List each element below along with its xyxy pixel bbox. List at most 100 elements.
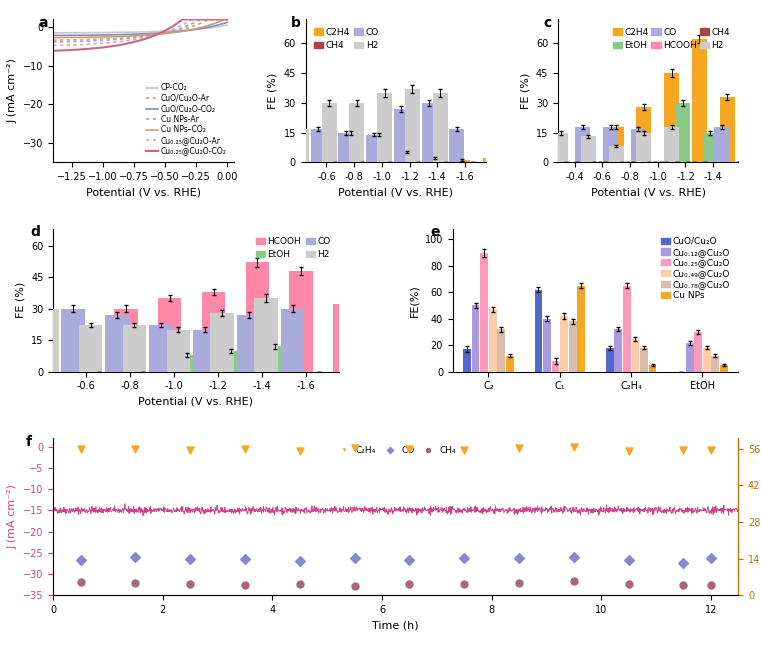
CO: [129, 553, 142, 563]
Y-axis label: J (mA cm⁻²): J (mA cm⁻²): [8, 484, 18, 549]
Cu₀.₂₅@Cu₂O-CO₂: [49, 47, 58, 54]
Cu₀.₂₅@Cu₂O-Ar: [49, 41, 59, 49]
CuO/Cu₂O-CO₂: [206, 23, 215, 30]
Cu NPs–CO₂: [49, 34, 59, 41]
Bar: [400, 153, 414, 162]
Bar: [310, 129, 326, 162]
Cu NPs–CO₂: [223, 16, 232, 23]
Bar: [339, 133, 353, 162]
Bar: [712, 356, 719, 371]
Cu NPs-Ar: [49, 38, 58, 46]
Cu NPs-Ar: [155, 30, 164, 38]
Text: a: a: [39, 16, 49, 30]
Line: CuO/Cu₂O-CO₂: CuO/Cu₂O-CO₂: [53, 22, 228, 36]
CO: [705, 553, 717, 564]
C₂H₄: [677, 444, 689, 455]
Bar: [703, 348, 711, 371]
Bar: [553, 133, 568, 162]
CH₄: [349, 581, 361, 591]
Cu NPs–CO₂: [196, 24, 205, 32]
C₂H₄: [513, 443, 525, 453]
Bar: [193, 329, 217, 371]
Bar: [506, 356, 514, 371]
C₂H₄: [129, 444, 142, 454]
Bar: [289, 270, 314, 371]
Bar: [575, 127, 591, 162]
CuO/Cu₂O-CO₂: [196, 25, 205, 32]
CuO/Cu₂O-CO₂: [152, 29, 161, 37]
X-axis label: Potential (V vs. RHE): Potential (V vs. RHE): [338, 188, 454, 197]
CO: [568, 552, 580, 562]
Bar: [432, 93, 447, 162]
Bar: [175, 355, 199, 371]
Bar: [463, 349, 471, 371]
Bar: [211, 313, 234, 371]
Cu NPs-Ar: [207, 16, 216, 23]
Text: f: f: [26, 435, 32, 449]
Bar: [333, 304, 357, 371]
C₂H₄: [458, 444, 470, 455]
C₂H₄: [184, 444, 196, 455]
Bar: [322, 103, 336, 162]
Bar: [149, 325, 173, 371]
CP-CO₂: [49, 29, 58, 37]
C₂H₄: [622, 446, 635, 456]
Bar: [455, 160, 470, 162]
Bar: [636, 133, 651, 162]
Cu NPs-Ar: [223, 16, 232, 23]
Bar: [393, 109, 409, 162]
Y-axis label: J (mA cm⁻²): J (mA cm⁻²): [8, 58, 18, 124]
CO: [513, 553, 525, 564]
Bar: [581, 137, 596, 162]
Cu₀.₂₅@Cu₂O-Ar: [187, 16, 196, 23]
Bar: [640, 348, 648, 371]
Bar: [167, 329, 190, 371]
Bar: [472, 305, 479, 371]
CH₄: [129, 578, 142, 588]
Cu₀.₂₅@Cu₂O-CO₂: [196, 16, 205, 23]
Bar: [344, 133, 359, 162]
CH₄: [403, 579, 416, 589]
Bar: [498, 329, 505, 371]
CO: [403, 555, 416, 565]
Bar: [246, 262, 269, 371]
CH₄: [184, 579, 196, 589]
CuO/Cu₂O-Ar: [205, 16, 214, 23]
Bar: [714, 127, 729, 162]
Cu NPs–CO₂: [221, 16, 230, 23]
Bar: [449, 129, 464, 162]
Cu₀.₂₅@Cu₂O-CO₂: [223, 16, 232, 23]
Bar: [377, 93, 392, 162]
Bar: [568, 322, 577, 371]
Bar: [720, 365, 728, 371]
Cu NPs-Ar: [152, 30, 161, 38]
Line: Cu NPs–CO₂: Cu NPs–CO₂: [53, 19, 228, 38]
CuO/Cu₂O-Ar: [49, 36, 58, 44]
Bar: [349, 103, 365, 162]
Cu NPs-Ar: [196, 16, 205, 24]
Cu NPs–CO₂: [151, 30, 161, 38]
CH₄: [513, 578, 525, 589]
Cu₀.₂₅@Cu₂O-CO₂: [155, 29, 164, 37]
Bar: [534, 290, 543, 371]
CuO/Cu₂O-Ar: [49, 36, 59, 44]
CuO/Cu₂O-CO₂: [151, 29, 161, 37]
Cu₀.₂₅@Cu₂O-Ar: [155, 30, 164, 38]
Text: b: b: [291, 16, 301, 30]
Bar: [202, 292, 225, 371]
C₂H₄: [403, 443, 416, 454]
Bar: [237, 315, 260, 371]
CuO/Cu₂O-CO₂: [155, 29, 164, 37]
Bar: [105, 315, 129, 371]
Cu NPs-Ar: [49, 38, 59, 46]
Legend: CP-CO₂, CuO/Cu₂O-Ar, CuO/Cu₂O-CO₂, Cu NPs-Ar, Cu NPs–CO₂, Cu₀.₂₅@Cu₂O-Ar, Cu₀.₂₅: CP-CO₂, CuO/Cu₂O-Ar, CuO/Cu₂O-CO₂, Cu NP…: [143, 80, 230, 159]
C₂H₄: [705, 444, 717, 455]
Legend: C₂H₄, CO, CH₄: C₂H₄, CO, CH₄: [331, 443, 460, 459]
Bar: [648, 365, 657, 371]
Cu NPs-Ar: [196, 16, 205, 23]
Bar: [78, 325, 103, 371]
Bar: [489, 309, 497, 371]
Bar: [694, 332, 702, 371]
Text: c: c: [543, 16, 552, 30]
CuO/Cu₂O-Ar: [155, 30, 164, 38]
